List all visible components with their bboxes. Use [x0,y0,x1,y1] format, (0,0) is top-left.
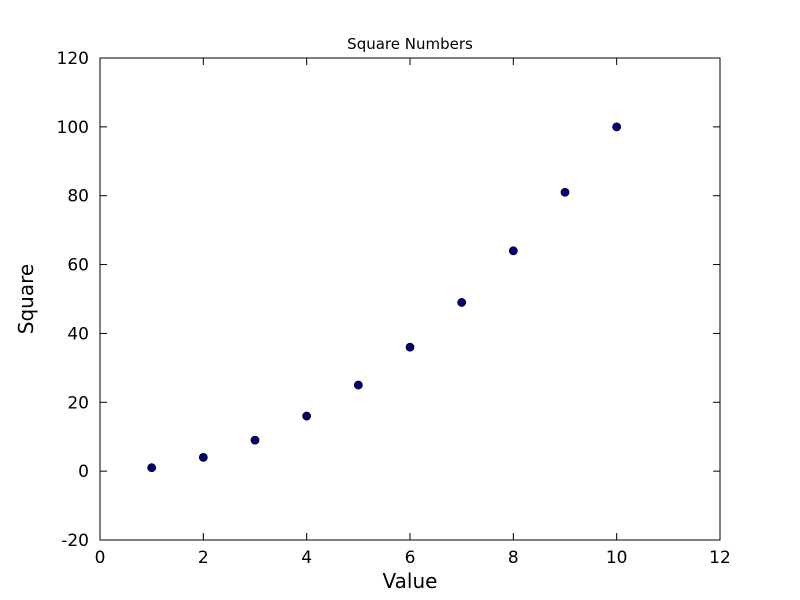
data-point [147,463,157,473]
data-point [508,246,518,256]
x-tick-label: 8 [508,548,519,568]
chart-title: Square Numbers [347,35,473,53]
y-tick-label: 120 [57,49,89,69]
x-tick-label: 10 [606,548,628,568]
x-tick-label: 0 [95,548,106,568]
axes-frame [99,57,721,541]
data-point [198,452,208,462]
plot-frame [99,57,721,541]
axis-ticks: 0 2 4 6 8 10 12 -20 0 20 40 60 80 100 120 [57,49,731,568]
y-tick-label: 80 [67,187,89,207]
y-tick-label: 60 [67,256,89,276]
data-point [353,380,363,390]
x-axis-label: Value [383,569,438,593]
data-point [405,342,415,352]
data-point [560,187,570,197]
y-tick-label: -20 [61,531,89,551]
data-point [457,298,467,307]
x-tick-label: 2 [198,548,209,568]
x-tick-label: 12 [709,548,731,568]
data-points [147,122,622,473]
data-point [612,122,622,132]
y-tick-label: 0 [78,462,89,482]
y-tick-label: 20 [67,393,89,413]
data-point [250,435,260,445]
data-point [302,411,312,421]
y-axis-label: Square [14,264,38,334]
x-tick-label: 6 [405,548,416,568]
y-tick-label: 100 [57,118,89,138]
y-tick-label: 40 [67,324,89,344]
x-tick-label: 4 [301,548,312,568]
